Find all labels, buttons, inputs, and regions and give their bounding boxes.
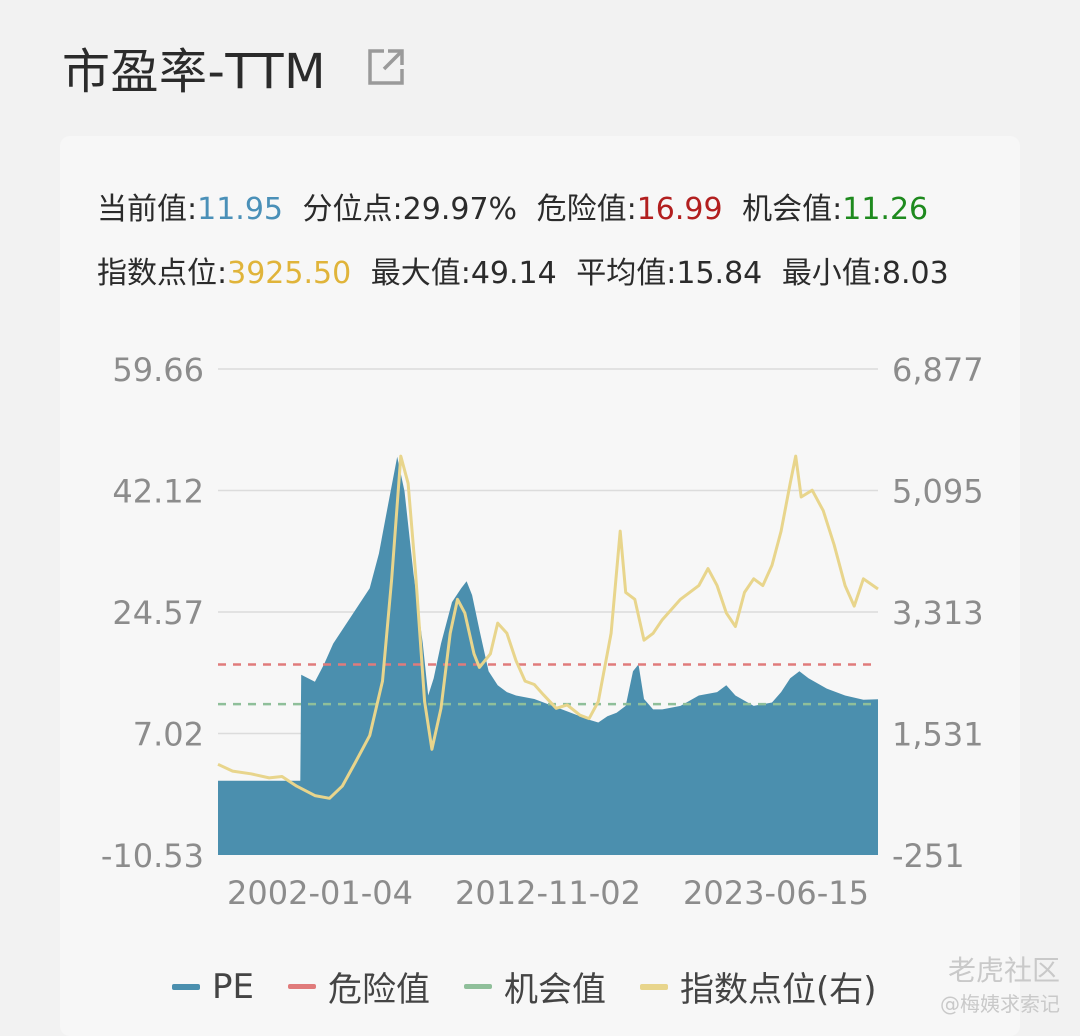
stat-min: 最小值:8.03	[781, 256, 949, 291]
left-tick-label: 59.66	[112, 351, 204, 389]
legend-opportunity[interactable]: 机会值	[464, 962, 606, 1011]
stat-percentile: 分位点:29.97%	[302, 192, 518, 227]
x-tick-label: 2012-11-02	[455, 874, 641, 912]
left-tick-label: 24.57	[112, 594, 204, 632]
left-tick-label: 7.02	[133, 716, 204, 754]
watermark-author: @梅姨求索记	[940, 991, 1060, 1016]
legend-pe[interactable]: PE	[172, 967, 254, 1007]
x-tick-label: 2023-06-15	[683, 874, 869, 912]
legend-swatch-pe	[172, 983, 200, 990]
pe-area	[218, 456, 878, 855]
legend: PE 危险值 机会值 指数点位(右)	[172, 962, 911, 1011]
chart-header: 市盈率-TTM	[62, 32, 408, 102]
right-tick-label: 1,531	[892, 716, 984, 754]
stat-danger: 危险值:16.99	[536, 192, 723, 227]
legend-swatch-opportunity	[464, 984, 492, 989]
stat-mean: 平均值:15.84	[576, 256, 763, 291]
legend-swatch-danger	[288, 984, 316, 989]
index-line	[217, 454, 879, 800]
right-tick-label: 3,313	[892, 594, 984, 632]
left-tick-label: -10.53	[101, 837, 204, 875]
stat-opportunity: 机会值:11.26	[742, 192, 929, 227]
stat-index-level: 指数点位:3925.50	[97, 256, 352, 291]
stat-current: 当前值:11.95	[97, 192, 283, 227]
stat-max: 最大值:49.14	[370, 256, 557, 291]
external-link-icon[interactable]	[364, 45, 408, 89]
watermark-brand: 老虎社区	[947, 954, 1060, 987]
right-tick-label: -251	[892, 837, 965, 875]
legend-danger[interactable]: 危险值	[288, 962, 430, 1011]
legend-swatch-index	[640, 983, 668, 990]
stats-row-2: 指数点位:3925.50 最大值:49.14 平均值:15.84 最小值:8.0…	[97, 248, 959, 292]
right-tick-label: 6,877	[892, 351, 984, 389]
watermark: 老虎社区 @梅姨求索记	[940, 954, 1060, 1016]
legend-index[interactable]: 指数点位(右)	[640, 962, 877, 1011]
page-title: 市盈率-TTM	[62, 44, 327, 100]
stats-row-1: 当前值:11.95 分位点:29.97% 危险值:16.99 机会值:11.26	[97, 184, 938, 228]
x-tick-label: 2002-01-04	[227, 874, 413, 912]
right-tick-label: 5,095	[892, 473, 984, 511]
left-tick-label: 42.12	[112, 473, 204, 511]
